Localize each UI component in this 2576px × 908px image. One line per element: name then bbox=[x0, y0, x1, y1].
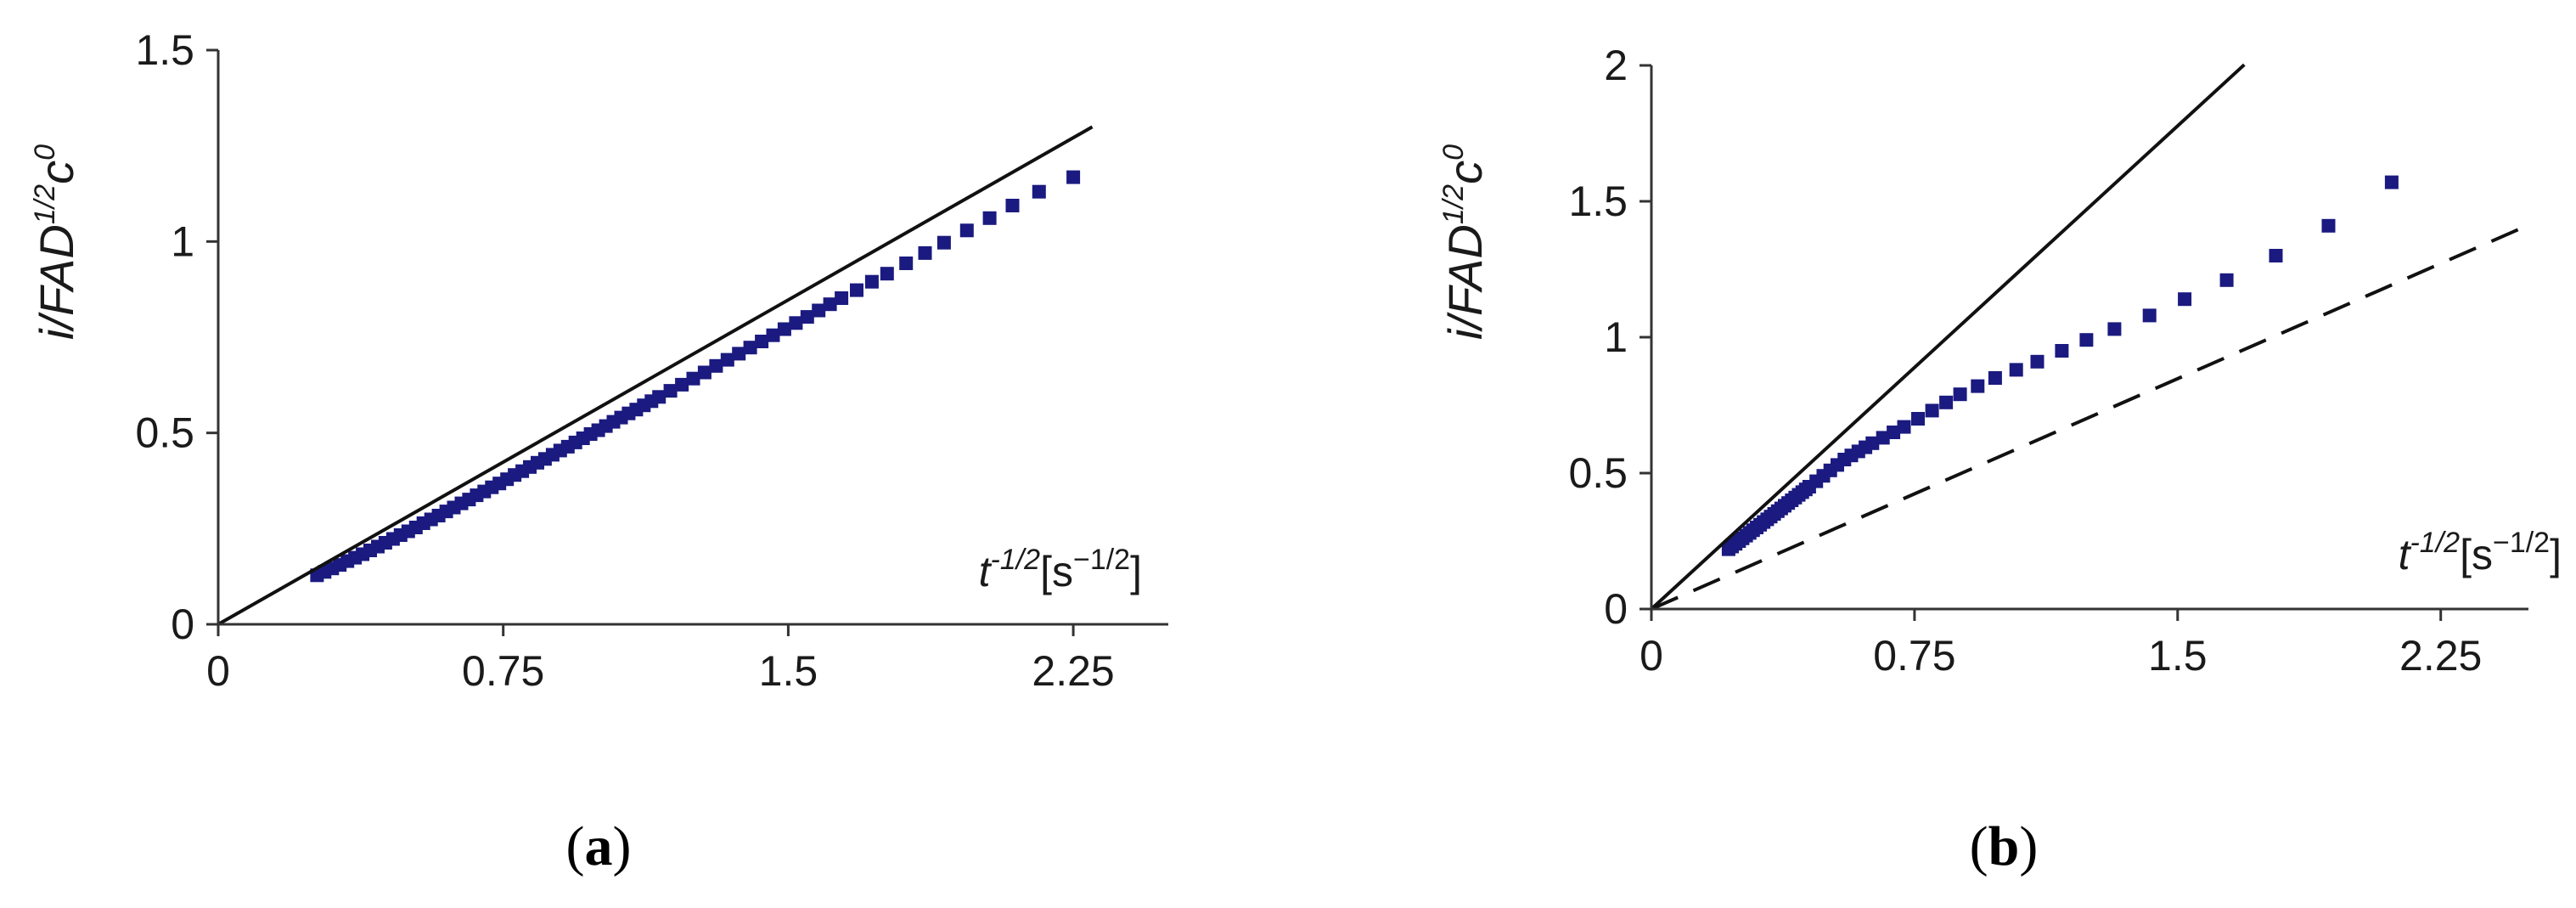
chart-panel-a: 0 0.75 1.5 2.25 0 0.5 1 1.5 i/FAD1/2c0 t-1/2[s… bbox=[29, 26, 1168, 877]
data-point-b-43 bbox=[2030, 354, 2044, 369]
y-axis-label-a: i/FAD1/2c0 bbox=[29, 144, 83, 340]
x-tick-label-a-2: 1.5 bbox=[759, 647, 818, 695]
axes-a bbox=[206, 48, 1168, 636]
data-point-b-41 bbox=[1988, 371, 2002, 385]
data-point-a-60 bbox=[823, 297, 837, 312]
data-point-a-46 bbox=[663, 384, 678, 398]
data-point-a-62 bbox=[850, 283, 863, 297]
data-point-a-59 bbox=[812, 303, 826, 318]
data-point-b-38 bbox=[1939, 395, 1954, 409]
data-point-a-49 bbox=[697, 365, 711, 380]
x-tick-label-a-1: 0.75 bbox=[462, 647, 544, 695]
data-point-a-56 bbox=[777, 322, 791, 336]
data-point-b-44 bbox=[2055, 344, 2069, 358]
data-point-b-51 bbox=[2321, 218, 2336, 233]
data-point-a-68 bbox=[959, 223, 974, 238]
data-point-a-47 bbox=[675, 377, 689, 392]
data-point-a-70 bbox=[1005, 199, 1020, 212]
data-point-a-52 bbox=[732, 347, 746, 361]
reference-lines-b bbox=[1650, 63, 2529, 611]
data-point-b-48 bbox=[2178, 292, 2192, 307]
y-tick-label-a-2: 1 bbox=[171, 217, 194, 265]
reference-lines-a bbox=[217, 125, 1094, 626]
y-tick-label-b-1: 0.5 bbox=[1568, 449, 1628, 497]
data-point-b-50 bbox=[2269, 249, 2283, 262]
data-point-b-35 bbox=[1897, 420, 1911, 434]
data-point-a-48 bbox=[686, 371, 700, 386]
chart-panel-b: 0 0.75 1.5 2.25 0 0.5 1 1.5 2 i/FAD1/2c0 t-1/2[… bbox=[1437, 42, 2562, 877]
data-point-b-42 bbox=[2009, 363, 2023, 377]
data-point-a-63 bbox=[864, 274, 879, 289]
x-tick-label-a-3: 2.25 bbox=[1032, 647, 1114, 695]
data-point-a-57 bbox=[789, 316, 803, 330]
data-point-b-37 bbox=[1925, 403, 1939, 418]
y-tick-label-b-3: 1.5 bbox=[1568, 178, 1628, 225]
panel-label-b: (b) bbox=[1970, 815, 2039, 877]
y-tick-labels-a: 0 0.5 1 1.5 bbox=[135, 26, 194, 648]
x-tick-labels-a: 0 0.75 1.5 2.25 bbox=[206, 647, 1115, 695]
x-tick-label-b-3: 2.25 bbox=[2399, 632, 2482, 680]
y-tick-label-b-4: 2 bbox=[1604, 42, 1628, 89]
x-tick-labels-b: 0 0.75 1.5 2.25 bbox=[1640, 632, 2482, 680]
data-point-a-67 bbox=[936, 235, 951, 250]
y-tick-label-a-1: 0.5 bbox=[135, 409, 194, 457]
data-point-a-61 bbox=[835, 291, 849, 305]
data-point-b-33 bbox=[1876, 431, 1890, 445]
x-axis-label-b: t-1/2[s−1/2] bbox=[2399, 527, 2562, 578]
solid-reference-line-b bbox=[1650, 63, 2246, 611]
data-point-b-40 bbox=[1971, 379, 1985, 393]
data-point-a-54 bbox=[755, 335, 769, 348]
y-axis-label-b: i/FAD1/2c0 bbox=[1437, 144, 1492, 340]
data-point-a-65 bbox=[899, 257, 914, 270]
data-point-b-45 bbox=[2079, 333, 2094, 347]
data-point-b-36 bbox=[1911, 412, 1925, 426]
data-point-b-47 bbox=[2142, 308, 2157, 323]
axes-b bbox=[1640, 64, 2528, 621]
data-point-b-49 bbox=[2219, 273, 2234, 287]
y-tick-label-b-2: 1 bbox=[1604, 313, 1628, 361]
data-point-a-58 bbox=[800, 310, 814, 324]
scatter-markers-a bbox=[310, 170, 1081, 583]
y-tick-label-b-0: 0 bbox=[1604, 585, 1628, 633]
data-point-a-71 bbox=[1032, 184, 1046, 199]
data-point-a-45 bbox=[652, 390, 666, 404]
data-point-b-34 bbox=[1887, 426, 1901, 439]
data-point-a-50 bbox=[709, 358, 723, 373]
solid-reference-line-a bbox=[217, 125, 1094, 626]
x-tick-label-b-1: 0.75 bbox=[1873, 632, 1955, 680]
y-tick-label-a-0: 0 bbox=[171, 601, 194, 648]
y-tick-label-a-3: 1.5 bbox=[135, 26, 194, 74]
x-tick-label-b-2: 1.5 bbox=[2148, 632, 2208, 680]
data-point-a-51 bbox=[720, 352, 734, 367]
panel-label-a: (a) bbox=[566, 815, 632, 877]
data-point-b-46 bbox=[2107, 322, 2122, 336]
data-point-a-66 bbox=[918, 245, 932, 260]
x-axis-label-a: t-1/2[s−1/2] bbox=[979, 544, 1142, 595]
data-point-b-52 bbox=[2384, 175, 2399, 189]
data-point-a-72 bbox=[1066, 170, 1081, 184]
data-point-a-64 bbox=[880, 267, 894, 281]
x-tick-label-b-0: 0 bbox=[1640, 632, 1663, 680]
scatter-markers-b bbox=[1721, 175, 2399, 556]
data-point-a-55 bbox=[766, 328, 780, 342]
data-point-a-53 bbox=[743, 341, 757, 355]
y-tick-labels-b: 0 0.5 1 1.5 2 bbox=[1568, 42, 1628, 633]
dashed-reference-line-b bbox=[1651, 223, 2529, 611]
data-point-b-32 bbox=[1865, 436, 1880, 450]
data-point-b-39 bbox=[1953, 387, 1967, 402]
x-tick-label-a-0: 0 bbox=[206, 647, 230, 695]
data-point-a-69 bbox=[982, 211, 997, 225]
